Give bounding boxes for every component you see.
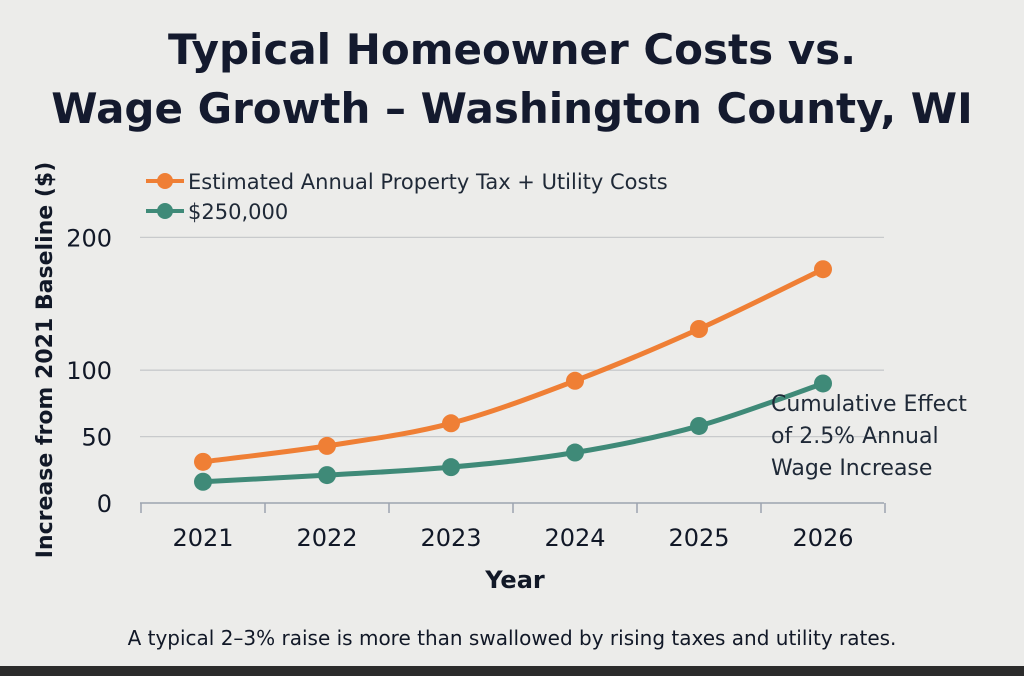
annotation-line-3: Wage Increase — [771, 456, 932, 481]
legend-marker-250000 — [157, 203, 173, 219]
chart-title-line-1: Typical Homeowner Costs vs. — [168, 25, 856, 74]
legend-item-tax-utility: Estimated Annual Property Tax + Utility … — [146, 170, 668, 194]
y-tick-label: 0 — [97, 490, 112, 518]
annotation-line-1: Cumulative Effect — [771, 392, 967, 417]
data-point — [194, 452, 212, 471]
x-tick-label: 2022 — [296, 524, 357, 552]
x-tick-label: 2026 — [792, 524, 853, 552]
x-axis-label: Year — [484, 566, 545, 594]
x-tick-label: 2021 — [172, 524, 233, 552]
data-point — [194, 472, 212, 491]
series — [194, 260, 832, 491]
chart-caption: A typical 2–3% raise is more than swallo… — [128, 626, 897, 650]
data-point — [318, 466, 336, 485]
legend-item-250000: $250,000 — [146, 200, 288, 224]
data-point — [442, 458, 460, 477]
data-point — [814, 260, 832, 279]
series-line — [200, 380, 826, 485]
x-tick-labels: 2021 2022 2023 2024 2025 2026 — [172, 524, 853, 552]
data-point — [318, 436, 336, 455]
data-point — [566, 371, 584, 390]
gridlines — [140, 236, 884, 438]
x-tick-label: 2024 — [544, 524, 605, 552]
annotation-line-2: of 2.5% Annual — [771, 424, 939, 449]
x-tick-label: 2025 — [668, 524, 729, 552]
legend-label-250000: $250,000 — [188, 200, 288, 224]
legend-marker-tax-utility — [157, 173, 173, 189]
data-point — [690, 320, 708, 338]
data-point — [566, 443, 584, 462]
y-tick-label: 100 — [66, 357, 112, 385]
y-tick-label: 200 — [66, 224, 112, 252]
data-point — [442, 414, 460, 433]
axes — [140, 502, 886, 513]
legend-label-tax-utility: Estimated Annual Property Tax + Utility … — [188, 170, 668, 194]
y-tick-label: 50 — [81, 424, 112, 452]
series-0 — [194, 260, 832, 471]
legend: Estimated Annual Property Tax + Utility … — [146, 170, 668, 224]
y-axis-label: Increase from 2021 Baseline ($) — [33, 162, 58, 559]
data-point — [814, 374, 832, 393]
chart-title: Typical Homeowner Costs vs. Wage Growth … — [51, 25, 973, 133]
annotation: Cumulative Effect of 2.5% Annual Wage In… — [771, 392, 967, 481]
series-1 — [194, 374, 832, 491]
series-line — [200, 266, 826, 465]
bottom-bar — [0, 666, 1024, 676]
x-tick-label: 2023 — [420, 524, 481, 552]
y-tick-labels: 0 50 100 200 — [66, 224, 112, 518]
data-point — [690, 416, 708, 435]
chart-title-line-2: Wage Growth – Washington County, WI — [51, 84, 973, 133]
